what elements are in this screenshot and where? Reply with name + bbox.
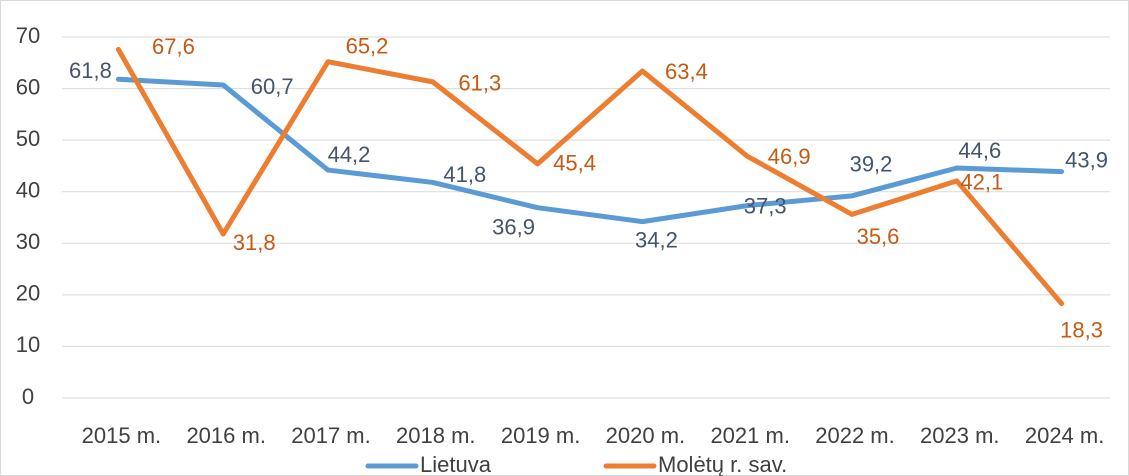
series-line — [115, 46, 1065, 307]
data-label: 31,8 — [233, 230, 276, 255]
x-tick-label: 2023 m. — [920, 423, 1000, 448]
data-label: 36,9 — [492, 215, 535, 240]
data-label: 44,6 — [958, 138, 1001, 163]
y-tick-label: 20 — [16, 281, 40, 306]
data-label: 39,2 — [850, 152, 893, 177]
legend-label: Molėtų r. sav. — [658, 452, 787, 476]
x-tick-label: 2022 m. — [815, 423, 895, 448]
data-label: 18,3 — [1060, 317, 1103, 342]
data-label: 34,2 — [635, 227, 678, 252]
x-tick-label: 2019 m. — [501, 423, 581, 448]
data-label: 61,8 — [69, 58, 112, 83]
y-tick-label: 30 — [16, 229, 40, 254]
y-tick-label: 50 — [16, 126, 40, 151]
y-tick-label: 40 — [16, 178, 40, 203]
y-tick-label: 10 — [16, 332, 40, 357]
x-tick-label: 2016 m. — [186, 423, 266, 448]
data-label: 44,2 — [328, 142, 371, 167]
y-tick-label: 0 — [22, 384, 34, 409]
data-label: 60,7 — [251, 74, 294, 99]
data-label: 42,1 — [960, 170, 1003, 195]
series-line — [115, 76, 1065, 225]
data-label: 45,4 — [553, 151, 596, 176]
x-tick-label: 2024 m. — [1025, 423, 1105, 448]
x-tick-label: 2015 m. — [82, 423, 162, 448]
y-tick-label: 60 — [16, 74, 40, 99]
data-label: 46,9 — [768, 144, 811, 169]
data-label: 37,3 — [744, 193, 787, 218]
data-label: 67,6 — [152, 34, 195, 59]
data-label: 43,9 — [1065, 147, 1108, 172]
data-label: 41,8 — [443, 162, 486, 187]
x-tick-label: 2020 m. — [606, 423, 686, 448]
data-label: 65,2 — [346, 34, 389, 59]
data-label: 63,4 — [665, 59, 708, 84]
y-tick-label: 70 — [16, 23, 40, 48]
data-label: 35,6 — [857, 224, 900, 249]
x-tick-label: 2021 m. — [710, 423, 790, 448]
data-label: 61,3 — [458, 71, 501, 96]
legend-label: Lietuva — [420, 452, 492, 476]
x-tick-label: 2018 m. — [396, 423, 476, 448]
x-tick-label: 2017 m. — [291, 423, 371, 448]
